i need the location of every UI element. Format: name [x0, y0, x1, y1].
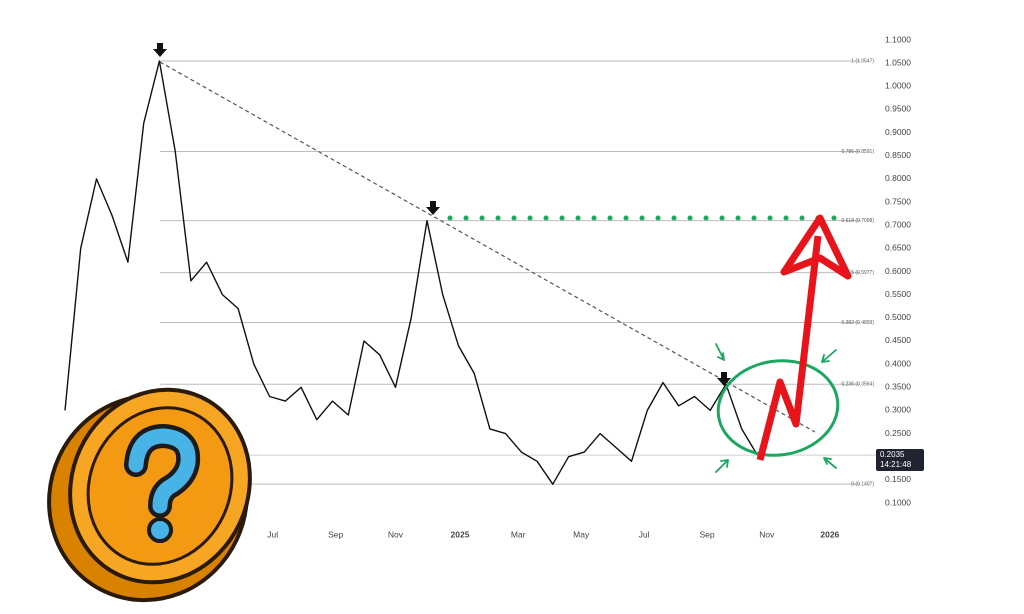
y-tick-label: 0.1500	[885, 474, 911, 484]
y-tick-label: 0.6500	[885, 243, 911, 253]
x-tick-label: Sep	[328, 529, 343, 539]
fib-label: 0.382 (0.4899)	[841, 320, 874, 326]
fib-label: 0.5 (0.5977)	[847, 270, 874, 276]
x-tick-label: Mar	[511, 529, 526, 539]
y-tick-label: 0.8000	[885, 173, 911, 183]
fib-label: 0 (0.1407)	[851, 481, 874, 487]
peak-arrow	[153, 43, 167, 57]
y-tick-label: 0.7500	[885, 196, 911, 206]
y-tick-label: 1.0500	[885, 57, 911, 67]
y-tick-label: 0.1000	[885, 497, 911, 507]
peak-arrow	[426, 201, 440, 215]
x-tick-label: Nov	[759, 529, 775, 539]
y-tick-label: 0.7000	[885, 219, 911, 229]
fib-label: 0.618 (0.7098)	[841, 218, 874, 224]
x-tick-label: Sep	[700, 529, 715, 539]
y-tick-label: 0.9500	[885, 104, 911, 114]
y-tick-label: 0.4000	[885, 358, 911, 368]
fib-label: 1 (1.0547)	[851, 58, 874, 64]
y-tick-label: 0.6000	[885, 266, 911, 276]
y-tick-label: 0.5500	[885, 289, 911, 299]
coin-icon	[47, 387, 252, 603]
focus-arrow	[715, 459, 729, 473]
y-tick-label: 0.8500	[885, 150, 911, 160]
price-line	[64, 60, 759, 485]
projection-arrow	[756, 235, 822, 461]
x-tick-label: 2026	[820, 529, 839, 539]
highlight-ellipse	[716, 359, 840, 457]
question-dot	[147, 517, 173, 543]
y-tick-label: 0.4500	[885, 335, 911, 345]
peak-arrows	[153, 43, 731, 386]
fib-layer: 1.1000 1.0500 1.0000 0.9500 0.9000 0.8500 0.80…	[160, 34, 911, 539]
focus-arrow	[821, 349, 837, 363]
projection-arrowhead	[780, 214, 852, 280]
fib-label: 0.236 (0.3564)	[841, 382, 874, 388]
x-tick-label: Jul	[267, 529, 278, 539]
x-tick-label: Nov	[388, 529, 404, 539]
x-tick-label: Jul	[639, 529, 650, 539]
last-price-badge: 0.2035 14:21:48	[876, 449, 924, 471]
focus-arrow	[823, 457, 837, 469]
x-tick-label: 2025	[451, 529, 470, 539]
y-tick-label: 0.5000	[885, 312, 911, 322]
y-tick-label: 0.3500	[885, 382, 911, 392]
x-tick-label: May	[573, 529, 590, 539]
y-tick-label: 0.2500	[885, 428, 911, 438]
y-tick-label: 0.9000	[885, 127, 911, 137]
question-mark	[128, 428, 196, 514]
trend-line	[159, 61, 816, 433]
price-layer	[64, 60, 759, 485]
peak-arrow	[717, 372, 731, 386]
y-tick-label: 1.0000	[885, 81, 911, 91]
fib-label: 0.786 (0.8591)	[841, 149, 874, 155]
last-time: 14:21:48	[880, 460, 912, 469]
focus-arrow	[715, 343, 725, 361]
y-tick-label: 0.3000	[885, 405, 911, 415]
y-tick-label: 1.1000	[885, 34, 911, 44]
badge-bg	[876, 449, 924, 471]
last-price: 0.2035	[880, 450, 905, 459]
focus-arrows	[715, 343, 837, 473]
